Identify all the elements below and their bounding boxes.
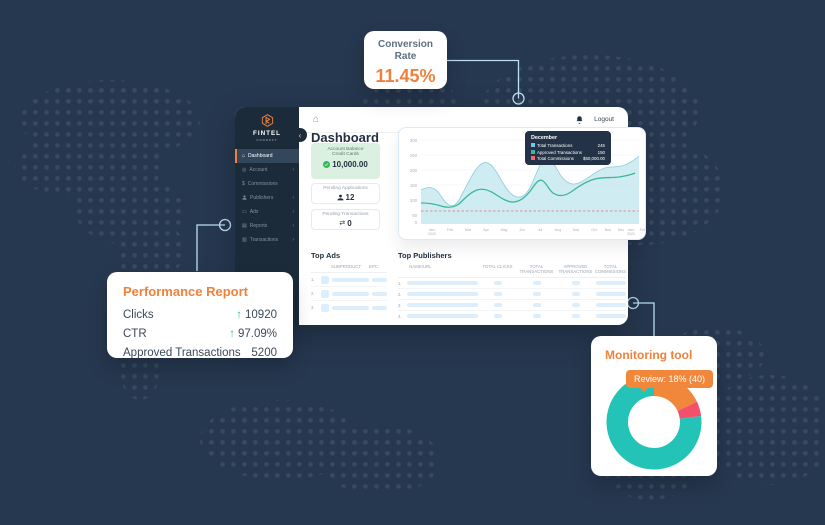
svg-text:300: 300 <box>410 138 418 143</box>
svg-text:100: 100 <box>410 198 418 203</box>
svg-text:Feb: Feb <box>640 228 646 232</box>
svg-text:0: 0 <box>415 220 418 225</box>
svg-text:Oct: Oct <box>591 228 597 232</box>
svg-text:Aug: Aug <box>555 228 561 232</box>
svg-text:150: 150 <box>410 183 418 188</box>
svg-text:250: 250 <box>410 153 418 158</box>
svg-text:Sep: Sep <box>573 228 579 232</box>
svg-text:Jun: Jun <box>519 228 525 232</box>
svg-text:May: May <box>501 228 508 232</box>
svg-text:Jul: Jul <box>538 228 543 232</box>
svg-text:Apr: Apr <box>483 228 489 232</box>
svg-text:Mar: Mar <box>465 228 472 232</box>
svg-text:Dec: Dec <box>618 228 625 232</box>
svg-text:2021: 2021 <box>627 232 635 236</box>
svg-text:2020: 2020 <box>428 232 436 236</box>
svg-text:50: 50 <box>412 213 417 218</box>
svg-text:Nov: Nov <box>605 228 612 232</box>
svg-text:200: 200 <box>410 168 418 173</box>
svg-text:Feb: Feb <box>447 228 453 232</box>
